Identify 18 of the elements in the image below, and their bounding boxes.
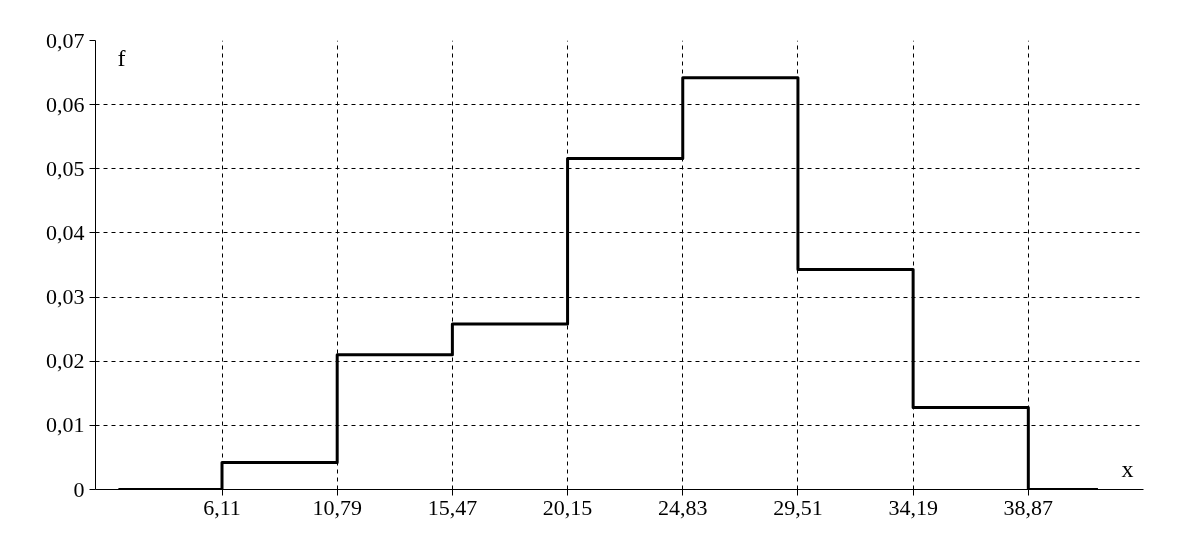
x-tick-label: 29,51 <box>773 494 823 520</box>
y-tick-label: 0,01 <box>46 412 85 438</box>
x-tick-label: 6,11 <box>203 494 241 520</box>
y-tick-label: 0,07 <box>46 27 85 53</box>
y-tick-label: 0,05 <box>46 155 85 181</box>
x-tick-label: 15,47 <box>427 494 478 520</box>
y-tick-label: 0,06 <box>46 91 85 117</box>
y-tick-label: 0,02 <box>46 348 85 374</box>
y-tick-label: 0,04 <box>46 219 85 245</box>
x-tick-label: 10,79 <box>312 494 362 520</box>
x-tick-label: 34,19 <box>888 494 938 520</box>
x-tick-label: 24,83 <box>658 494 708 520</box>
y-axis-title: f <box>117 44 126 71</box>
y-tick-label: 0,03 <box>46 284 85 310</box>
x-axis-title: x <box>1121 455 1134 482</box>
x-tick-label: 20,15 <box>542 494 593 520</box>
y-tick-label: 0 <box>73 476 85 502</box>
x-tick-label: 38,87 <box>1003 494 1054 520</box>
